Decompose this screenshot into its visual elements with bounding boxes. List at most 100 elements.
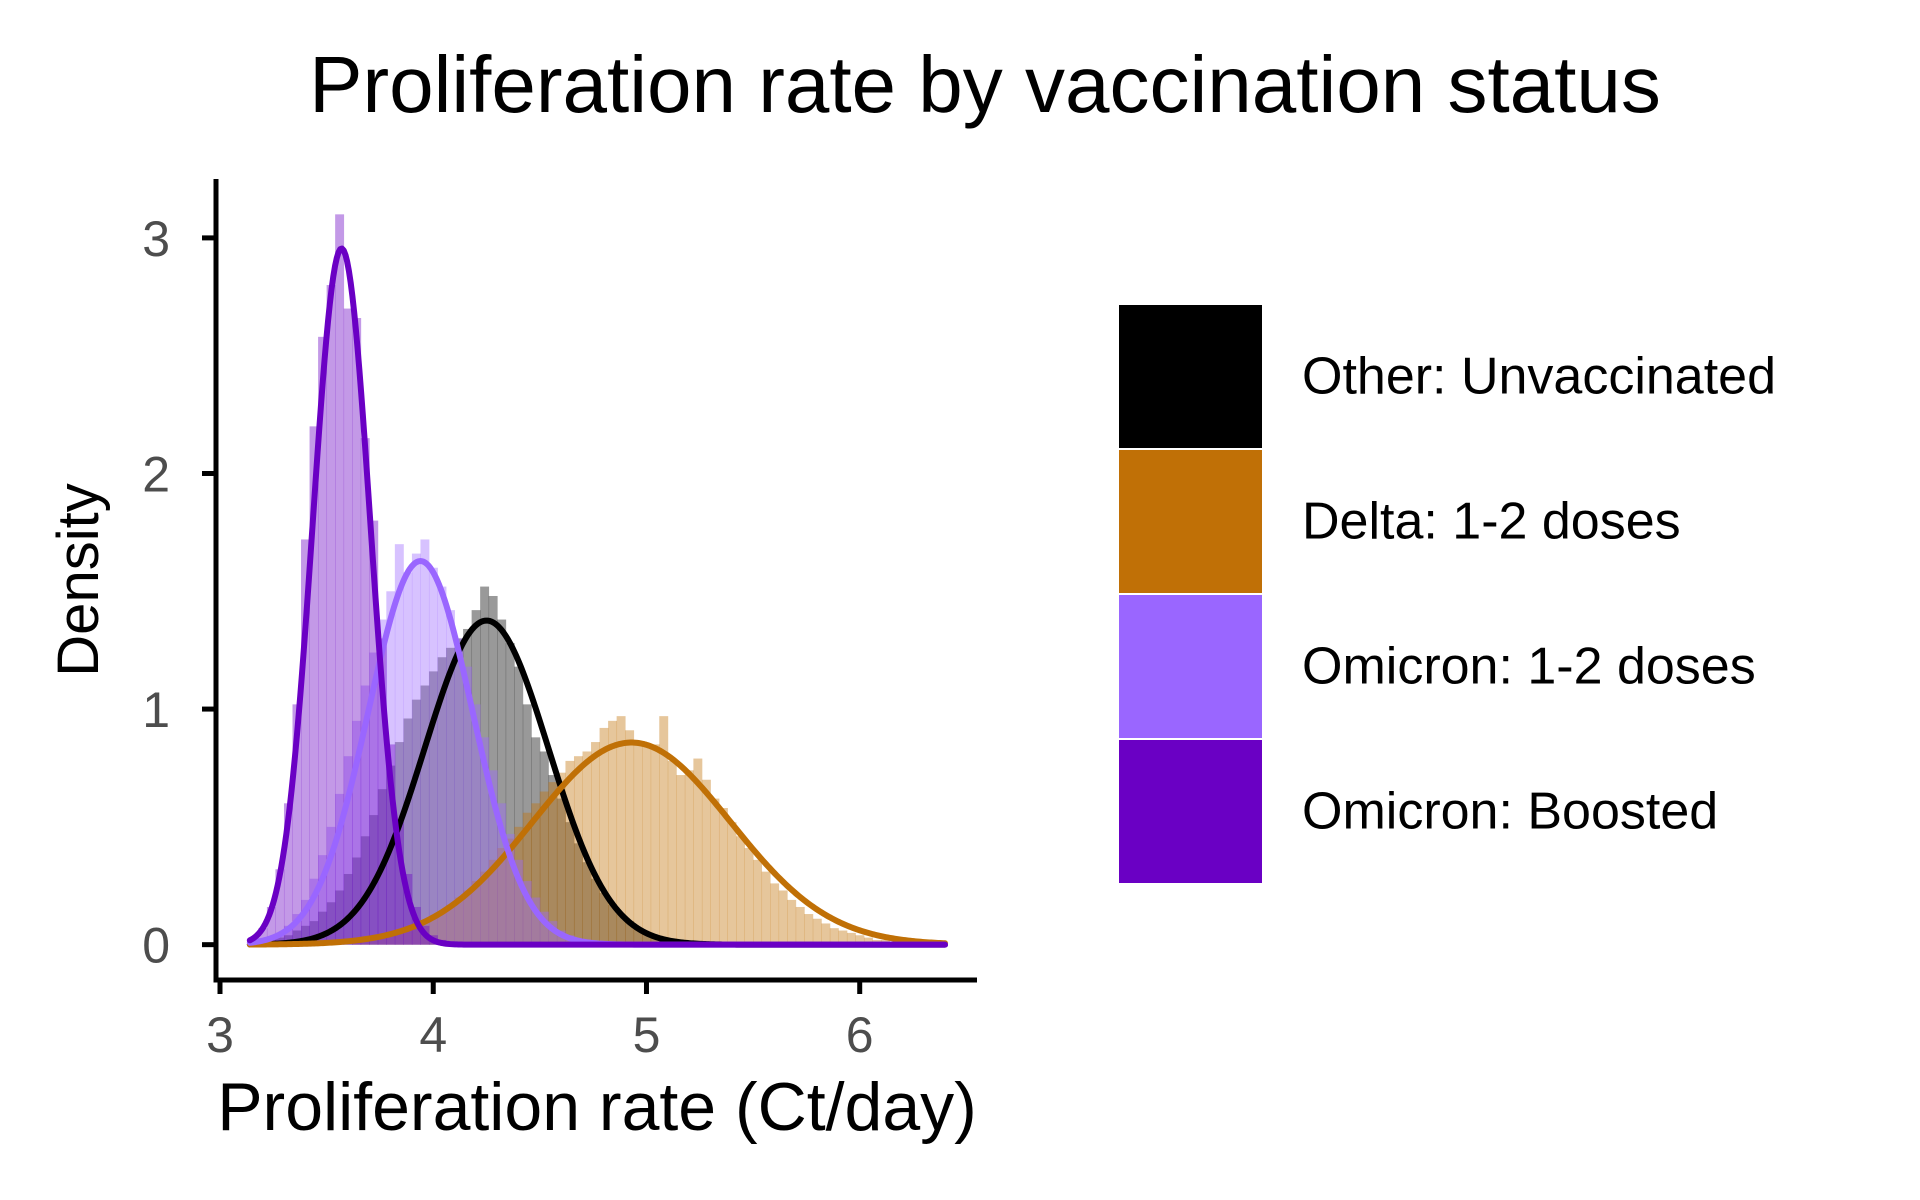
histogram-bar (625, 730, 635, 945)
histogram-bar (505, 643, 515, 945)
histogram-bar (326, 826, 336, 945)
histogram-bar (625, 921, 635, 945)
histogram-bar (727, 822, 737, 945)
histogram-bar (318, 855, 328, 945)
histogram-bar (488, 770, 498, 945)
histogram-bar (335, 214, 345, 945)
chart-title: Proliferation rate by vaccination status (309, 40, 1661, 129)
density-curve-omicron-boosted (246, 245, 949, 948)
histogram-bar (608, 904, 618, 945)
histogram-bar (335, 890, 345, 945)
histogram-bar (326, 285, 336, 945)
histogram-bar (258, 928, 268, 945)
histogram-bar (360, 685, 370, 945)
x-axis-label: Proliferation rate (Ct/day) (217, 1069, 977, 1145)
histogram-bar (454, 638, 464, 945)
histogram-bar (556, 798, 566, 945)
histogram-bar (420, 685, 430, 945)
histogram-bar (360, 438, 370, 945)
histogram-bar (531, 897, 541, 945)
histogram-bar (582, 862, 592, 945)
histogram-bar (659, 716, 669, 945)
histogram-bar (573, 756, 583, 945)
y-tick-label: 0 (142, 918, 170, 974)
histogram-bar (369, 937, 379, 945)
histogram-bar (309, 921, 319, 945)
histogram-bar (497, 803, 507, 945)
legend-label: Other: Unvaccinated (1302, 348, 1776, 406)
histogram-bar (343, 308, 353, 945)
y-axis-label: Density (46, 483, 111, 676)
histogram-bar (488, 859, 498, 945)
histogram-bar (403, 572, 413, 945)
histogram-bar (787, 899, 797, 945)
histogram-bar (403, 928, 413, 945)
histogram-bar (531, 803, 541, 945)
density-curve-layer (246, 245, 949, 948)
histogram-bar (283, 803, 293, 945)
histogram-bar (309, 426, 319, 945)
histogram-bar (352, 720, 362, 945)
histogram-bar (804, 914, 814, 945)
histogram-bar (633, 742, 643, 945)
histogram-bar (650, 744, 660, 945)
histogram-bar (718, 808, 728, 945)
histogram-bar (369, 520, 379, 945)
histogram-bar (514, 666, 524, 945)
histogram-bar (394, 822, 404, 945)
histogram-bar (369, 652, 379, 945)
histogram-bar (778, 890, 788, 945)
histogram-bar (454, 638, 464, 945)
histogram-bar (446, 610, 455, 945)
histogram-bar (539, 791, 549, 945)
histogram-bar (642, 746, 652, 945)
histogram-bar (497, 619, 507, 945)
histogram-bar (701, 779, 711, 945)
histogram-bar (684, 770, 694, 945)
histogram-bar (318, 911, 328, 945)
histogram-bar (292, 914, 302, 945)
x-tick-label: 4 (419, 1007, 447, 1063)
histogram-bar (428, 567, 438, 945)
histogram-bar (411, 699, 421, 945)
histogram-bar (437, 657, 447, 945)
histogram-bar (676, 775, 686, 945)
histogram-bar (693, 758, 703, 945)
histogram-bar (394, 930, 404, 945)
histogram-bar (488, 595, 498, 945)
histogram-bar (608, 720, 618, 945)
histogram-bar (838, 930, 848, 945)
histogram-bar (377, 619, 387, 945)
histogram-bar (352, 318, 362, 945)
density-curve-delta-1-2-doses (246, 739, 949, 948)
histogram-bar (283, 925, 293, 945)
histogram-bar (505, 838, 515, 945)
histogram-bar (377, 638, 387, 945)
histogram-bar (539, 751, 549, 945)
x-tick-label: 6 (846, 1007, 874, 1063)
histogram-bar (599, 727, 609, 945)
histogram-bar (301, 539, 310, 945)
histogram-bar (326, 902, 336, 945)
histogram-bar (446, 904, 455, 945)
histogram-bar (275, 932, 285, 945)
histogram-bar (753, 859, 763, 945)
histogram-bar (522, 812, 532, 945)
histogram-bar (829, 928, 839, 945)
histogram-bar (863, 937, 873, 945)
histogram-bar (318, 336, 328, 945)
histogram-bar (744, 848, 754, 945)
histogram-bar (565, 822, 575, 945)
histogram-bar (591, 742, 600, 945)
histogram-bar (471, 610, 481, 945)
histogram-bar (352, 857, 362, 945)
legend-label: Omicron: 1-2 doses (1302, 638, 1756, 696)
histogram-bar (522, 881, 532, 945)
histogram-bar (428, 916, 438, 945)
histogram-bar (428, 671, 438, 945)
legend: Other: Unvaccinated Delta: 1-2 doses Omicr… (1119, 305, 1776, 883)
histogram-bar (403, 718, 413, 945)
histogram-bar (343, 756, 353, 945)
histogram-bar (360, 836, 370, 945)
y-tick-label: 2 (142, 446, 170, 502)
